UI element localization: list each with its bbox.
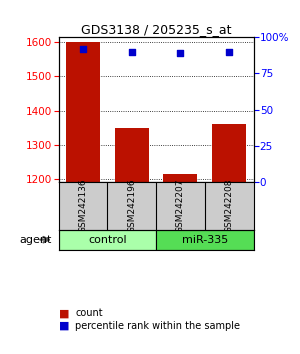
Text: GSM242208: GSM242208 xyxy=(225,179,234,233)
Text: count: count xyxy=(75,308,103,318)
Bar xyxy=(58,230,156,250)
Bar xyxy=(163,174,197,182)
Text: GSM242196: GSM242196 xyxy=(127,179,136,233)
Text: agent: agent xyxy=(20,235,52,245)
Text: ■: ■ xyxy=(58,308,69,318)
Bar xyxy=(212,124,246,182)
Text: GSM242136: GSM242136 xyxy=(78,179,87,233)
Text: GSM242207: GSM242207 xyxy=(176,179,185,233)
Text: ■: ■ xyxy=(58,321,69,331)
Text: percentile rank within the sample: percentile rank within the sample xyxy=(75,321,240,331)
Point xyxy=(80,46,85,52)
Title: GDS3138 / 205235_s_at: GDS3138 / 205235_s_at xyxy=(81,23,231,36)
Point xyxy=(178,50,183,56)
Bar xyxy=(66,42,100,182)
Text: miR-335: miR-335 xyxy=(182,235,228,245)
Point xyxy=(129,49,134,55)
Text: control: control xyxy=(88,235,127,245)
Point xyxy=(227,49,232,55)
Bar xyxy=(115,128,149,182)
Bar xyxy=(156,230,254,250)
